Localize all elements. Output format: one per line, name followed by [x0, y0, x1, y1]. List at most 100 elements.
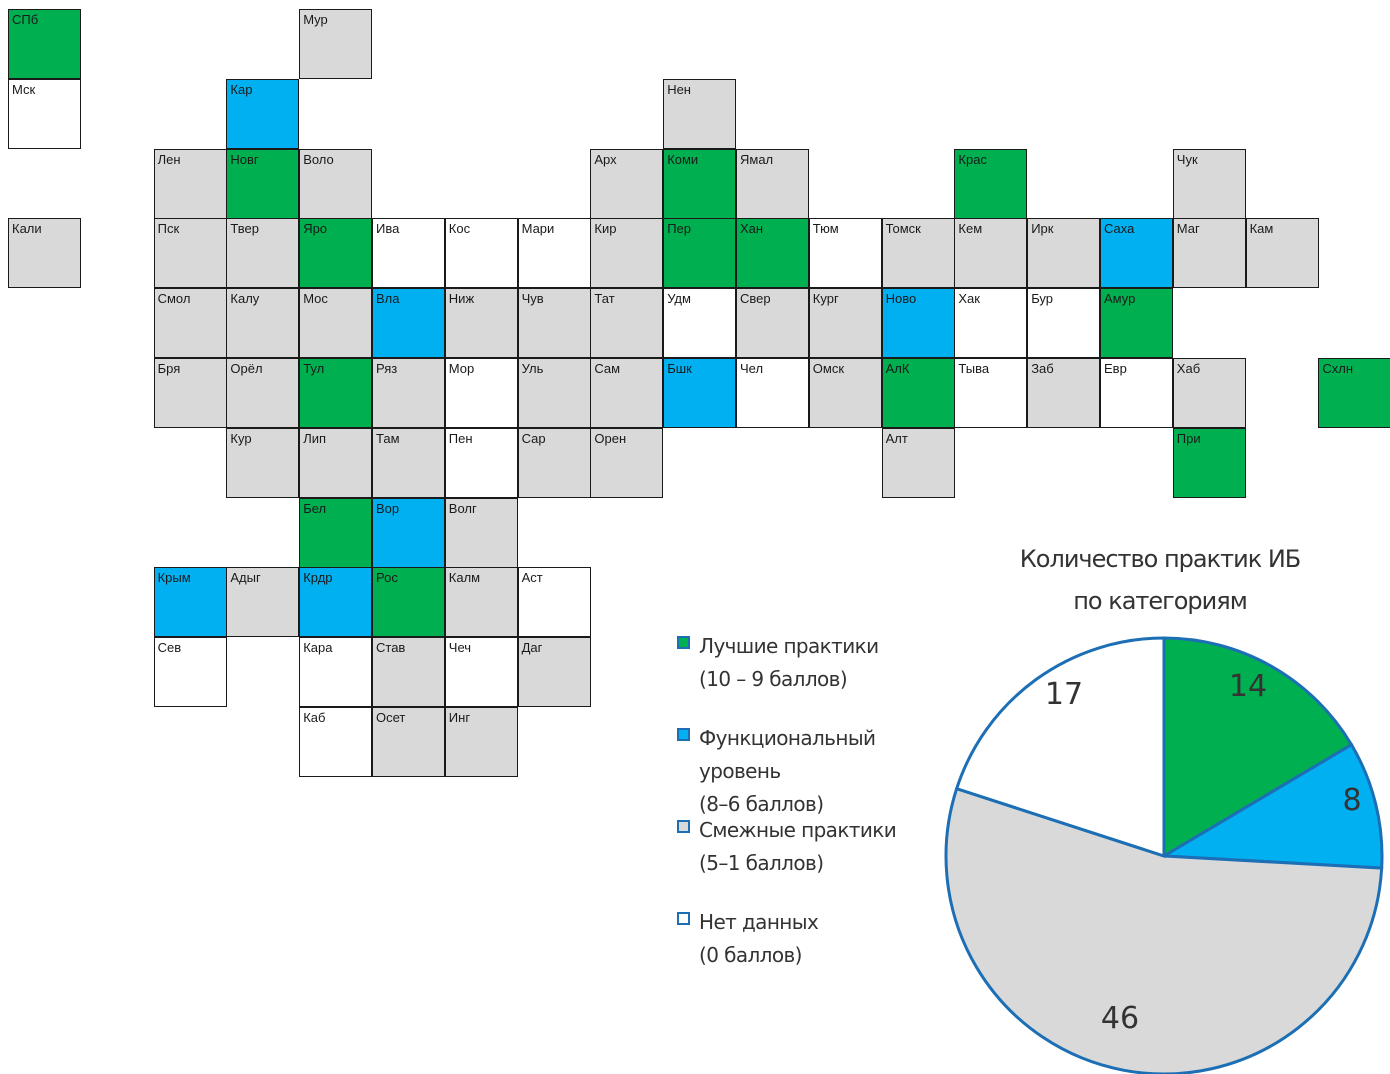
region-tile: Инг	[444, 707, 518, 777]
region-tile: Там	[372, 427, 445, 498]
region-tile: Смол	[153, 288, 227, 359]
pie-slice-label: 8	[1342, 783, 1361, 818]
legend-label-no-data: Нет данных (0 баллов)	[699, 910, 819, 967]
legend-swatch-no-data	[677, 912, 690, 925]
region-tile: Ниж	[444, 288, 518, 359]
region-tile: Рос	[372, 567, 445, 638]
region-tile: Бря	[153, 358, 227, 428]
region-tile: Уль	[517, 358, 591, 428]
pie-slice	[944, 786, 1384, 1074]
region-tile: Ряз	[372, 358, 445, 428]
region-tile: Сар	[517, 427, 591, 498]
region-tile: Кам	[1245, 218, 1319, 289]
region-tile: Вор	[372, 497, 445, 568]
region-tile: Крым	[153, 567, 227, 638]
region-tile: Пск	[153, 218, 227, 289]
region-tile: Бур	[1027, 288, 1101, 359]
legend-label-best: Лучшие практики (10 – 9 баллов)	[699, 634, 879, 691]
region-tile: Тюм	[808, 218, 882, 289]
legend-label-functional: Функциональный уровень (8–6 баллов)	[699, 726, 876, 816]
legend-swatch-related	[677, 820, 690, 833]
legend-swatch-best	[677, 636, 690, 649]
region-tile: Осет	[372, 707, 445, 777]
pie-chart: 14 8 46 17	[944, 636, 1384, 1074]
region-tile: Саха	[1100, 218, 1173, 289]
region-tile: Свер	[736, 288, 809, 359]
region-tile: Амур	[1100, 288, 1173, 359]
region-tile: Калм	[444, 567, 518, 638]
region-tile: Чел	[736, 358, 809, 428]
region-tile: Томск	[881, 218, 955, 289]
region-tile: Кир	[590, 218, 664, 289]
region-tile: Адыг	[226, 567, 300, 638]
region-tile: Твер	[226, 218, 300, 289]
region-tile: Орен	[590, 427, 664, 498]
region-tile: Кур	[226, 427, 300, 498]
region-tile: Воло	[299, 148, 373, 219]
pie-slice-label: 17	[1045, 677, 1083, 712]
region-tile: Тат	[590, 288, 664, 359]
region-tile: АлК	[881, 358, 955, 428]
region-tile: Арх	[590, 148, 664, 219]
pie-slice-label: 14	[1229, 669, 1267, 704]
region-tile: Бшк	[663, 358, 737, 428]
pie-chart-title: Количество практик ИБ по категориям	[1019, 545, 1302, 615]
legend-swatch-functional	[677, 728, 690, 741]
region-tile: Маг	[1172, 218, 1246, 289]
region-tile: Сев	[153, 637, 227, 708]
region-tile: Лип	[299, 427, 373, 498]
region-tile: Мари	[517, 218, 591, 289]
region-tile: Хан	[736, 218, 809, 289]
region-tile: Алт	[881, 427, 955, 498]
region-tile: Тыва	[954, 358, 1028, 428]
region-tile: Вла	[372, 288, 445, 359]
region-tile: Крдр	[299, 567, 373, 638]
region-tile: При	[1172, 427, 1246, 498]
region-tile: Мск	[8, 78, 81, 149]
legend-label-related: Смежные практики (5–1 баллов)	[699, 818, 897, 875]
region-tile: Пер	[663, 218, 737, 289]
region-tile: Схлн	[1318, 358, 1390, 428]
region-tile: Хаб	[1172, 358, 1246, 428]
region-tile: Орёл	[226, 358, 300, 428]
region-tile: Став	[372, 637, 445, 708]
region-tile: Кем	[954, 218, 1028, 289]
region-tile: Лен	[153, 148, 227, 219]
pie-slice	[1162, 636, 1354, 859]
region-tile: Волг	[444, 497, 518, 568]
region-tile: Сам	[590, 358, 664, 428]
region-tile: Мос	[299, 288, 373, 359]
region-tile: Пен	[444, 427, 518, 498]
region-tile: Чук	[1172, 148, 1246, 219]
region-tile: Калу	[226, 288, 300, 359]
region-tile: Каб	[299, 707, 373, 777]
region-tile: Даг	[517, 637, 591, 708]
region-tile: Ирк	[1027, 218, 1101, 289]
region-tile: Новг	[226, 148, 300, 219]
pie-slice-label: 46	[1101, 1001, 1139, 1036]
region-tile: Мор	[444, 358, 518, 428]
region-tile: СПб	[8, 9, 81, 79]
region-tile: Удм	[663, 288, 737, 359]
region-tile: Ива	[372, 218, 445, 289]
region-tile: Чув	[517, 288, 591, 359]
region-tile: Яро	[299, 218, 373, 289]
region-tile: Евр	[1100, 358, 1173, 428]
region-tile: Коми	[663, 148, 737, 219]
pie-slice	[954, 636, 1166, 859]
region-tile: Кара	[299, 637, 373, 708]
pie-slice	[1159, 742, 1384, 870]
region-tile: Кали	[8, 218, 81, 289]
region-tile: Крас	[954, 148, 1028, 219]
region-tile: Кос	[444, 218, 518, 289]
region-tile: Чеч	[444, 637, 518, 708]
region-tile: Мур	[299, 9, 373, 79]
region-tile: Ново	[881, 288, 955, 359]
region-tile: Тул	[299, 358, 373, 428]
region-tile: Кар	[226, 78, 300, 149]
region-tile: Хак	[954, 288, 1028, 359]
region-tile: Бел	[299, 497, 373, 568]
region-tile: Ямал	[736, 148, 809, 219]
region-tile: Омск	[808, 358, 882, 428]
